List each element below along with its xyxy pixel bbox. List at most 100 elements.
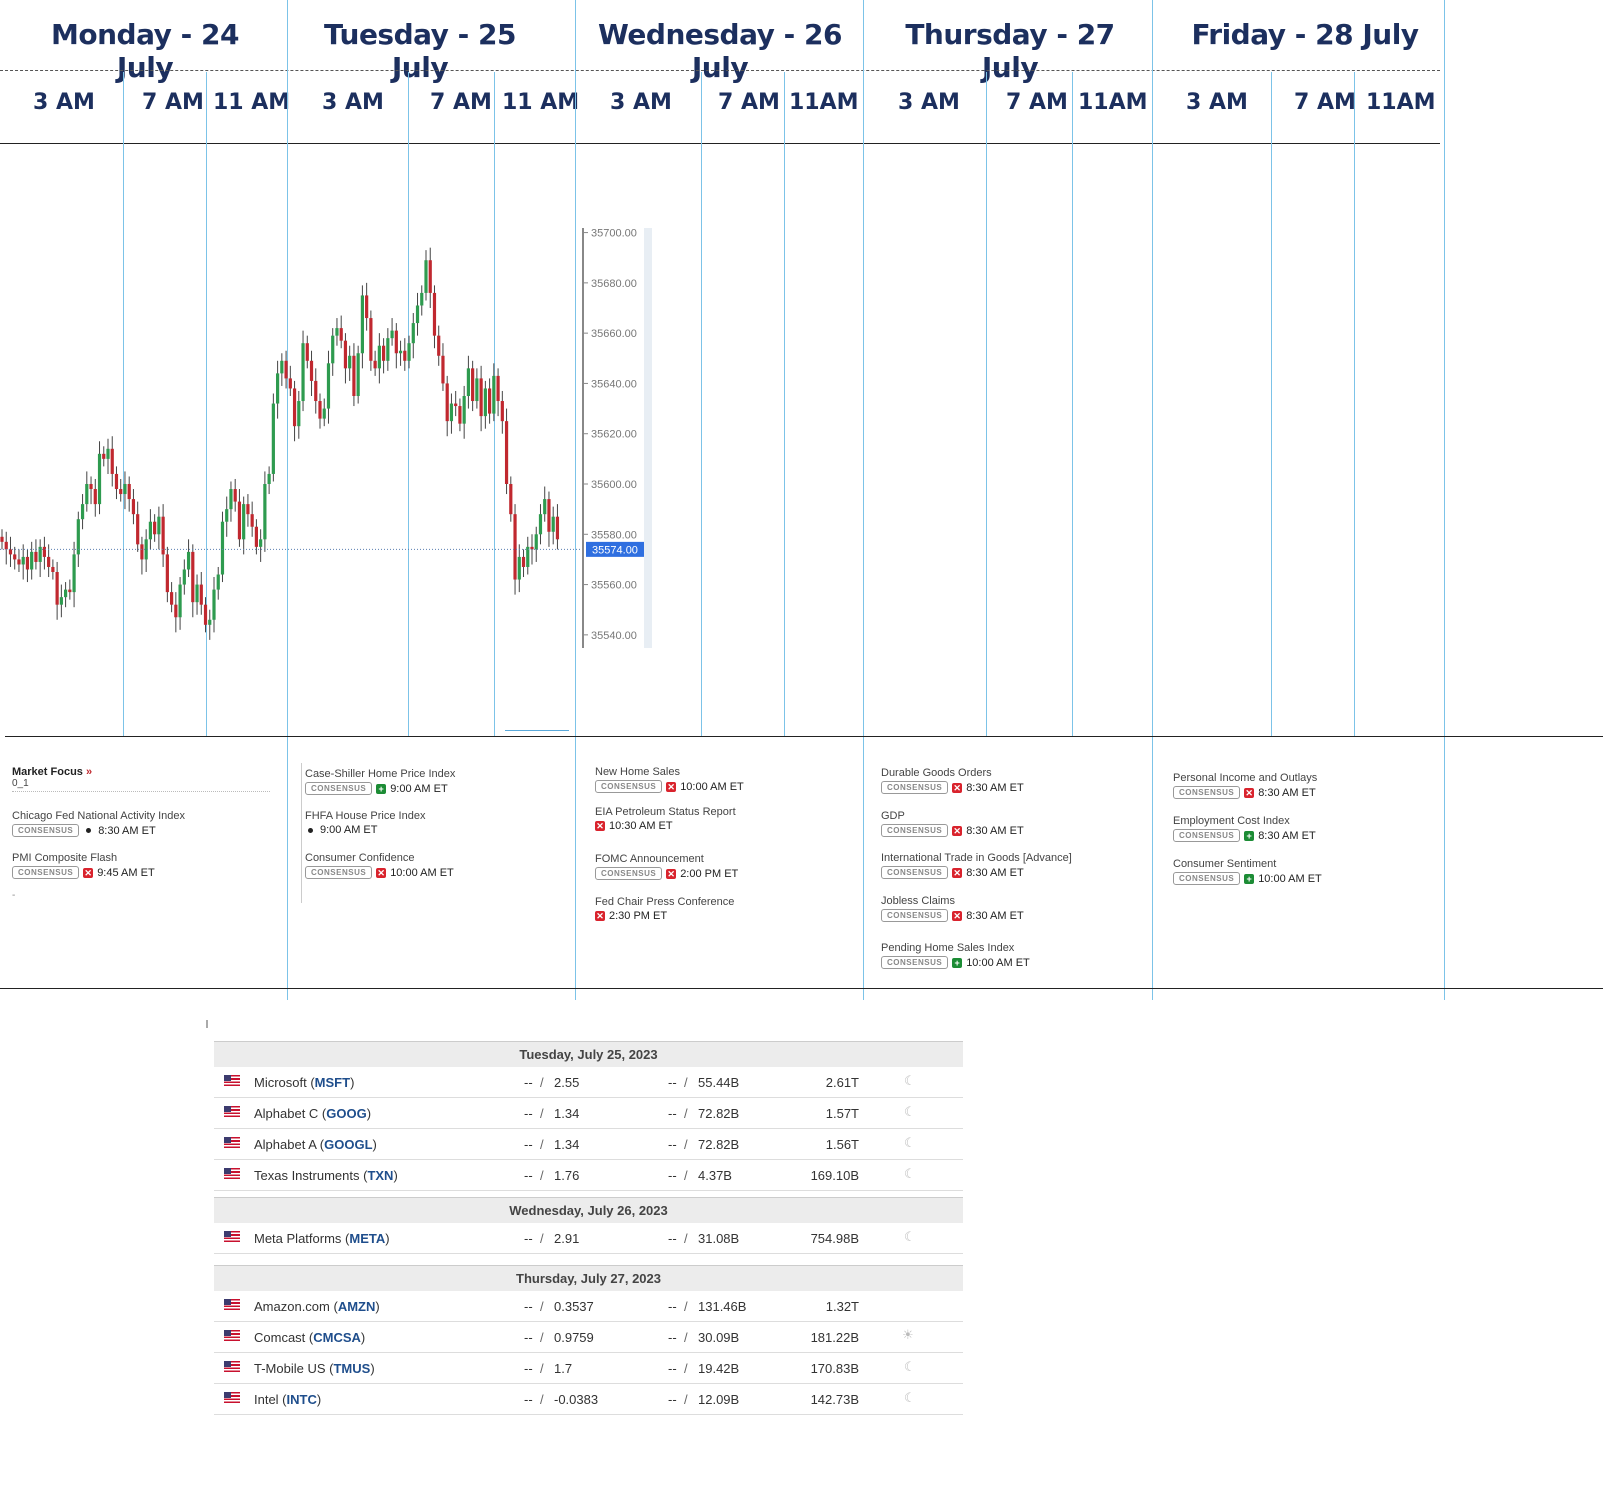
event-name[interactable]: Employment Cost Index (1173, 815, 1290, 827)
event-name[interactable]: Consumer Confidence (305, 852, 415, 864)
company-name[interactable]: Amazon.com (AMZN) (254, 1299, 380, 1314)
ticker-link[interactable]: CMCSA (313, 1330, 361, 1345)
ticker-link[interactable]: INTC (286, 1392, 317, 1407)
event-item[interactable]: PMI Composite Flash CONSENSUS ✕ 9:45 AM … (12, 852, 155, 879)
event-name[interactable]: New Home Sales (595, 766, 680, 778)
candle (106, 448, 110, 459)
event-name[interactable]: International Trade in Goods [Advance] (881, 852, 1072, 864)
earnings-row[interactable]: Intel (INTC) -- / -0.0383 --/12.09B 142.73B ☾ (214, 1384, 963, 1415)
event-name[interactable]: Pending Home Sales Index (881, 942, 1015, 954)
ticker-link[interactable]: AMZN (337, 1299, 376, 1314)
company-name[interactable]: Alphabet A (GOOGL) (254, 1137, 377, 1152)
ticker-link[interactable]: MSFT (314, 1075, 351, 1090)
events-top-border (5, 736, 1603, 737)
consensus-badge[interactable]: CONSENSUS (881, 781, 949, 794)
event-name[interactable]: Personal Income and Outlays (1173, 772, 1318, 784)
consensus-badge[interactable]: CONSENSUS (305, 866, 373, 879)
event-item[interactable]: International Trade in Goods [Advance] C… (881, 852, 1072, 879)
event-name[interactable]: PMI Composite Flash (12, 852, 118, 864)
company-name[interactable]: Intel (INTC) (254, 1392, 322, 1407)
candle (165, 554, 169, 593)
event-item[interactable]: Personal Income and Outlays CONSENSUS ✕ … (1173, 772, 1317, 799)
event-item[interactable]: FOMC Announcement CONSENSUS ✕ 2:00 PM ET (595, 853, 738, 880)
event-name[interactable]: Jobless Claims (881, 895, 955, 907)
ticker-link[interactable]: TXN (367, 1168, 394, 1183)
day-title-thursday: Thursday - 27 July (905, 18, 1115, 84)
event-name[interactable]: Chicago Fed National Activity Index (12, 810, 186, 822)
candle (148, 521, 152, 540)
company-name[interactable]: Texas Instruments (TXN) (254, 1168, 398, 1183)
ticker-link[interactable]: TMUS (333, 1361, 371, 1376)
consensus-badge[interactable]: CONSENSUS (595, 780, 663, 793)
eps-forecast: 2.91 (554, 1231, 580, 1246)
earnings-row[interactable]: Alphabet C (GOOG) --/1.34 --/72.82B 1.57T ☾ (214, 1098, 963, 1129)
event-item[interactable]: New Home Sales CONSENSUS ✕ 10:00 AM ET (595, 766, 744, 793)
earnings-row[interactable]: Microsoft (MSFT) --/2.55 --/55.44B 2.61T ☾ (214, 1067, 963, 1098)
consensus-badge[interactable]: CONSENSUS (595, 867, 663, 880)
event-name[interactable]: GDP (881, 810, 905, 822)
earnings-row[interactable]: Amazon.com (AMZN) --/0.3537 --/131.46B 1.32… (214, 1291, 963, 1322)
consensus-badge[interactable]: CONSENSUS (881, 866, 949, 879)
event-name[interactable]: Durable Goods Orders (881, 767, 992, 779)
company-name[interactable]: Alphabet C (GOOG) (254, 1106, 372, 1121)
candle (428, 260, 432, 293)
consensus-badge[interactable]: CONSENSUS (12, 824, 80, 837)
event-time: 2:30 PM ET (609, 910, 668, 922)
consensus-badge[interactable]: CONSENSUS (305, 782, 373, 795)
candle (216, 574, 220, 590)
consensus-badge[interactable]: CONSENSUS (1173, 829, 1241, 842)
event-item[interactable]: Durable Goods Orders CONSENSUS ✕ 8:30 AM… (881, 767, 1024, 794)
event-item[interactable]: Employment Cost Index CONSENSUS + 8:30 A… (1173, 815, 1316, 842)
ticker-link[interactable]: GOOG (326, 1106, 367, 1121)
event-name[interactable]: FOMC Announcement (595, 853, 704, 865)
price-scrollbar[interactable] (644, 228, 652, 648)
ticker-link[interactable]: META (349, 1231, 386, 1246)
earnings-row[interactable]: Alphabet A (GOOGL) --/1.34 --/72.82B 1.56T ☾ (214, 1129, 963, 1160)
event-name[interactable]: Consumer Sentiment (1173, 858, 1277, 870)
event-item[interactable]: FHFA House Price Index 9:00 AM ET (305, 810, 425, 836)
event-name[interactable]: EIA Petroleum Status Report (595, 806, 736, 818)
event-item[interactable]: Pending Home Sales Index CONSENSUS + 10:… (881, 942, 1030, 969)
negative-impact-icon: ✕ (376, 867, 387, 878)
earnings-row[interactable]: T-Mobile US (TMUS) --/1.7 --/19.42B 170.83B… (214, 1353, 963, 1384)
current-price-tag-text: 35574.00 (592, 544, 638, 556)
ticker-link[interactable]: GOOGL (324, 1137, 373, 1152)
event-item[interactable]: Fed Chair Press Conference ✕ 2:30 PM ET (595, 896, 734, 922)
earnings-row[interactable]: Meta Platforms (META) --/2.91 --/31.08B 754… (214, 1223, 963, 1254)
revenue-forecast: 72.82B (698, 1106, 740, 1121)
eps-actual: -- (524, 1075, 533, 1090)
candle (492, 375, 496, 414)
company-name[interactable]: T-Mobile US (TMUS) (254, 1361, 375, 1376)
consensus-badge[interactable]: CONSENSUS (1173, 872, 1241, 885)
price-chart[interactable]: 35700.00 35680.00 35660.00 35640.00 35620.00… (0, 220, 660, 660)
event-item[interactable]: EIA Petroleum Status Report ✕ 10:30 AM E… (595, 806, 736, 832)
consensus-badge[interactable]: CONSENSUS (1173, 786, 1241, 799)
candle (411, 323, 415, 344)
market-cap: 1.32T (825, 1299, 859, 1314)
candle (479, 378, 483, 417)
company-name[interactable]: Comcast (CMCSA) (254, 1330, 366, 1345)
candle (250, 514, 254, 527)
event-item[interactable]: Case-Shiller Home Price Index CONSENSUS … (305, 768, 455, 795)
company-name[interactable]: Microsoft (MSFT) (254, 1075, 355, 1090)
company-name[interactable]: Meta Platforms (META) (254, 1231, 390, 1246)
consensus-badge[interactable]: CONSENSUS (12, 866, 80, 879)
consensus-badge[interactable]: CONSENSUS (881, 956, 949, 969)
event-name[interactable]: FHFA House Price Index (305, 810, 426, 822)
event-item[interactable]: GDP CONSENSUS ✕ 8:30 AM ET (881, 810, 1024, 837)
market-focus[interactable]: Market Focus » 0_1 (12, 766, 270, 792)
event-item[interactable]: Consumer Sentiment CONSENSUS + 10:00 AM … (1173, 858, 1322, 885)
eps-actual: -- (524, 1106, 533, 1121)
consensus-badge[interactable]: CONSENSUS (881, 909, 949, 922)
candle (471, 368, 475, 402)
consensus-badge[interactable]: CONSENSUS (881, 824, 949, 837)
event-name[interactable]: Fed Chair Press Conference (595, 896, 735, 908)
market-focus-title[interactable]: Market Focus » (12, 766, 270, 778)
revenue-forecast: 30.09B (698, 1330, 740, 1345)
event-item[interactable]: Consumer Confidence CONSENSUS ✕ 10:00 AM… (305, 852, 454, 879)
event-item[interactable]: Jobless Claims CONSENSUS ✕ 8:30 AM ET (881, 895, 1024, 922)
event-item[interactable]: Chicago Fed National Activity Index CONS… (12, 810, 185, 837)
earnings-row[interactable]: Texas Instruments (TXN) --/1.76 --/4.37B 16… (214, 1160, 963, 1191)
earnings-row[interactable]: Comcast (CMCSA) --/0.9759 --/30.09B 181.22B… (214, 1322, 963, 1353)
event-name[interactable]: Case-Shiller Home Price Index (305, 768, 456, 780)
